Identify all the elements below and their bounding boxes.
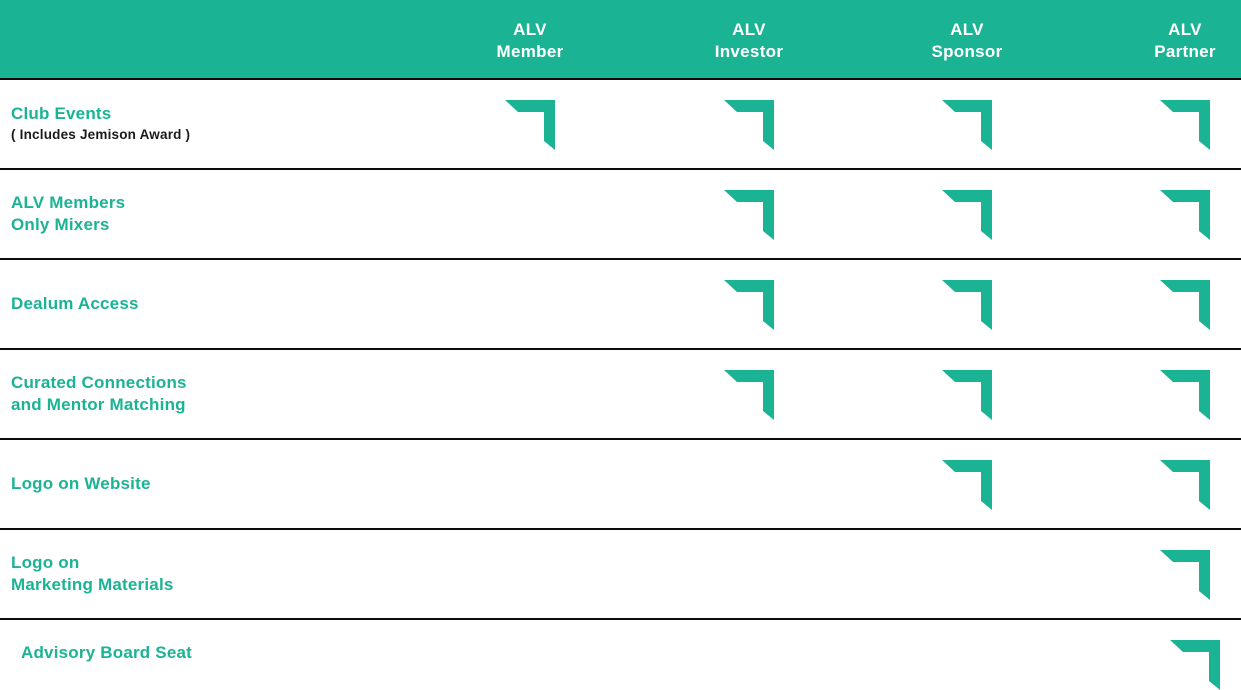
column-header-line: Investor (714, 42, 784, 61)
feature-label: Club Events ( Includes Jemison Award ) (11, 80, 190, 168)
check-corner-icon (1160, 460, 1210, 510)
feature-label-line: Only Mixers (11, 215, 110, 234)
column-header-sponsor: ALV Sponsor (897, 19, 1037, 63)
check-corner-icon (1170, 640, 1220, 690)
check-corner-icon (942, 100, 992, 150)
check-corner-icon (1160, 190, 1210, 240)
column-header-line: Sponsor (931, 42, 1003, 61)
feature-label: ALV Members Only Mixers (11, 170, 125, 258)
column-header-line: Member (496, 42, 564, 61)
feature-label: Logo on Website (11, 440, 151, 528)
column-header-line: Partner (1154, 42, 1216, 61)
feature-label: Logo on Marketing Materials (11, 530, 174, 618)
column-header-line: ALV (513, 20, 547, 39)
feature-label-line: Club Events (11, 104, 112, 123)
table-row-curated-connections: Curated Connections and Mentor Matching (0, 350, 1241, 440)
check-corner-icon (1160, 550, 1210, 600)
column-header-partner: ALV Partner (1115, 19, 1241, 63)
column-header-line: ALV (1168, 20, 1202, 39)
feature-note: ( Includes Jemison Award ) (11, 127, 191, 142)
table-row-logo-marketing: Logo on Marketing Materials (0, 530, 1241, 620)
check-corner-icon (724, 280, 774, 330)
feature-label: Curated Connections and Mentor Matching (11, 350, 187, 438)
feature-label-line: Logo on Website (11, 474, 151, 493)
table-row-advisory-board-seat: Advisory Board Seat (0, 620, 1241, 690)
table-row-logo-website: Logo on Website (0, 440, 1241, 530)
table-row-dealum-access: Dealum Access (0, 260, 1241, 350)
column-header-line: ALV (732, 20, 766, 39)
check-corner-icon (1160, 100, 1210, 150)
column-header-line: ALV (950, 20, 984, 39)
check-corner-icon (942, 370, 992, 420)
check-corner-icon (505, 100, 555, 150)
table-row-club-events: Club Events ( Includes Jemison Award ) (0, 80, 1241, 170)
table-header: ALV Member ALV Investor ALV Sponsor ALV … (0, 0, 1241, 80)
feature-label-line: ALV Members (11, 193, 126, 212)
check-corner-icon (1160, 280, 1210, 330)
feature-label-line: and Mentor Matching (11, 395, 186, 414)
check-corner-icon (724, 100, 774, 150)
check-corner-icon (1160, 370, 1210, 420)
feature-label-line: Logo on (11, 553, 80, 572)
check-corner-icon (724, 370, 774, 420)
feature-label-line: Advisory Board Seat (21, 643, 193, 662)
check-corner-icon (724, 190, 774, 240)
column-header-investor: ALV Investor (679, 19, 819, 63)
feature-label: Dealum Access (11, 260, 139, 348)
check-corner-icon (942, 460, 992, 510)
check-corner-icon (942, 280, 992, 330)
feature-label-line: Curated Connections (11, 373, 187, 392)
table-row-members-mixers: ALV Members Only Mixers (0, 170, 1241, 260)
column-header-member: ALV Member (460, 19, 600, 63)
feature-label-line: Dealum Access (11, 294, 139, 313)
check-corner-icon (942, 190, 992, 240)
feature-label-line: Marketing Materials (11, 575, 174, 594)
feature-label: Advisory Board Seat (21, 620, 192, 686)
